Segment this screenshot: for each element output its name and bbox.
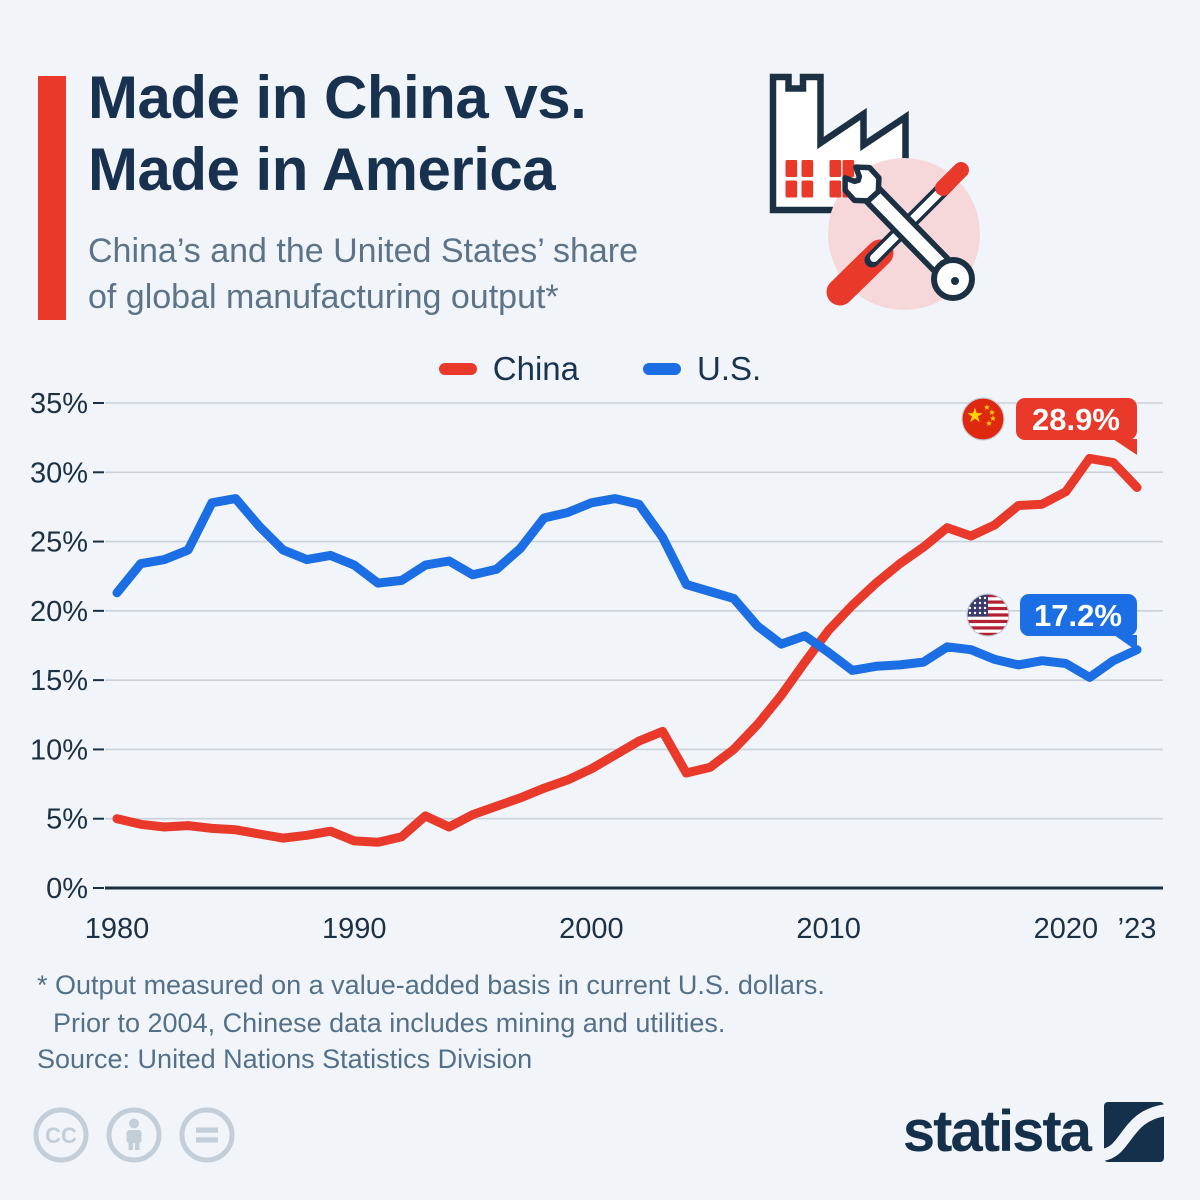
svg-text:2000: 2000 xyxy=(559,913,624,945)
page-subtitle: China’s and the United States’ share of … xyxy=(88,228,638,320)
statista-logo: statista xyxy=(903,1098,1164,1165)
title-line-1: Made in China vs. xyxy=(88,64,587,131)
svg-text:0%: 0% xyxy=(46,873,88,905)
svg-text:5%: 5% xyxy=(46,804,88,836)
svg-text:35%: 35% xyxy=(30,388,88,420)
cc-icon: CC xyxy=(33,1107,89,1163)
us-badge-tail xyxy=(1114,635,1137,651)
footnote: * Output measured on a value-added basis… xyxy=(37,966,825,1042)
svg-text:1980: 1980 xyxy=(85,913,150,945)
china-badge-tail xyxy=(1113,439,1137,455)
svg-text:★: ★ xyxy=(989,414,996,423)
subtitle-line-2: of global manufacturing output* xyxy=(88,278,559,316)
cc-attribution-icon xyxy=(106,1107,162,1163)
wrench-icon xyxy=(842,164,975,301)
svg-text:15%: 15% xyxy=(30,665,88,697)
svg-text:CC: CC xyxy=(45,1123,77,1148)
cc-license-icons: CC xyxy=(32,1106,236,1164)
svg-text:25%: 25% xyxy=(30,527,88,559)
svg-text:10%: 10% xyxy=(30,734,88,766)
cc-nd-icon xyxy=(179,1107,235,1163)
svg-text:★: ★ xyxy=(966,403,984,427)
legend-label-us: U.S. xyxy=(697,350,762,387)
footnote-line-1: * Output measured on a value-added basis… xyxy=(37,970,825,1000)
factory-tools-icon xyxy=(769,73,980,310)
svg-text:2020: 2020 xyxy=(1034,913,1099,945)
statista-wordmark: statista xyxy=(902,1099,1092,1164)
us-series-swatch xyxy=(643,363,682,375)
subtitle-line-1: China’s and the United States’ share xyxy=(88,232,639,270)
svg-text:’23: ’23 xyxy=(1118,913,1157,945)
svg-text:20%: 20% xyxy=(30,596,88,628)
china-data-label: ★ ★ ★ ★ ★ 28.9% xyxy=(961,397,1137,455)
us-value-label: 17.2% xyxy=(1034,598,1122,633)
svg-text:★: ★ xyxy=(988,408,995,417)
svg-text:30%: 30% xyxy=(30,457,88,489)
statista-logomark xyxy=(1104,1101,1164,1162)
title-accent-bar xyxy=(38,76,66,320)
legend-item-china: China xyxy=(438,350,580,388)
svg-text:1990: 1990 xyxy=(322,913,387,945)
plot-area: 0% 5% 10% 15% 20% 25% 30% 35% 1980 1990 2000 2010 20… xyxy=(30,388,1163,945)
svg-text:★: ★ xyxy=(983,403,990,412)
line-chart: 0% 5% 10% 15% 20% 25% 30% 35% 1980 1990 2000 2010 20… xyxy=(30,388,1163,945)
us-flag-icon xyxy=(966,593,1010,637)
svg-text:★: ★ xyxy=(985,419,992,428)
us-value-badge xyxy=(1020,594,1137,636)
china-flag-icon: ★ ★ ★ ★ ★ xyxy=(961,397,1005,441)
footnote-line-2: Prior to 2004, Chinese data includes min… xyxy=(53,1008,726,1038)
svg-text:2010: 2010 xyxy=(796,913,861,945)
title-line-2: Made in America xyxy=(88,136,556,203)
china-value-label: 28.9% xyxy=(1032,402,1120,437)
legend-label-china: China xyxy=(492,350,580,387)
page-title: Made in China vs. Made in America xyxy=(88,62,587,206)
china-value-badge xyxy=(1016,398,1137,440)
legend-item-us: U.S. xyxy=(643,350,761,388)
chart-legend: China U.S. xyxy=(0,350,1200,388)
source-line: Source: United Nations Statistics Divisi… xyxy=(37,1044,533,1074)
china-series-swatch xyxy=(438,363,477,375)
us-data-label: 17.2% xyxy=(966,593,1137,651)
